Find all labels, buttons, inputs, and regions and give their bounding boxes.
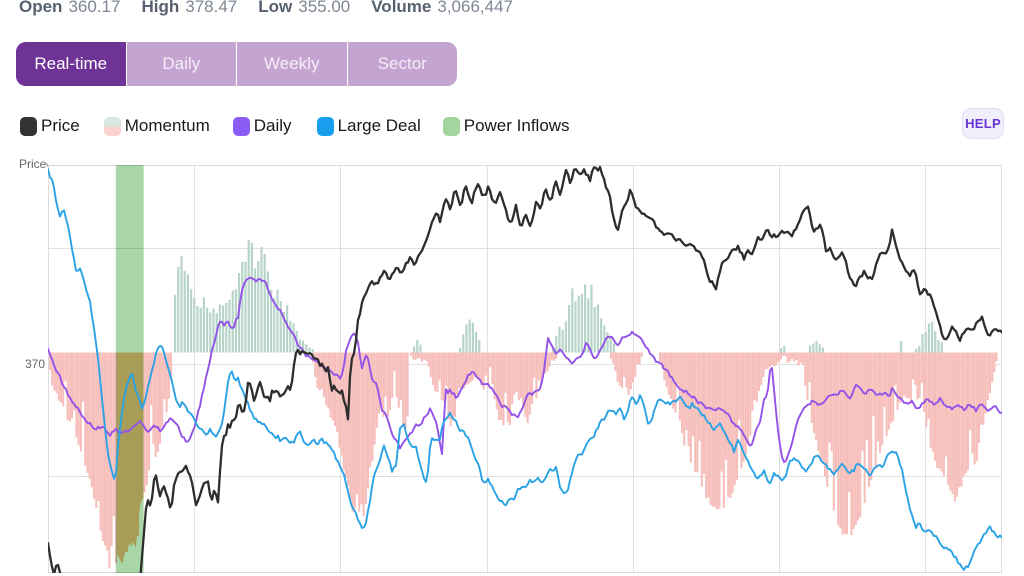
svg-text:370: 370 [25,357,45,371]
svg-text:Price: Price [19,157,47,171]
